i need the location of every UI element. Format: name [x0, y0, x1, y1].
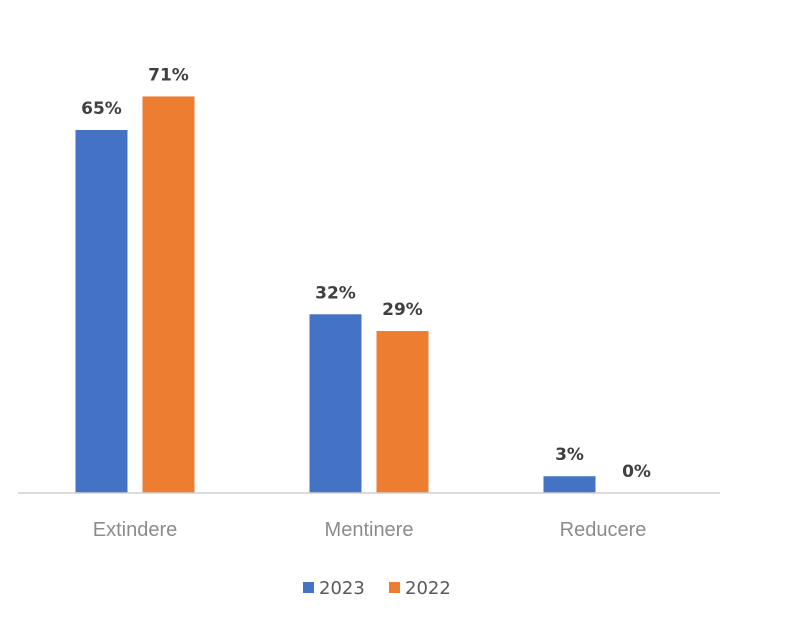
category-label: Reducere	[560, 519, 647, 541]
bar-mentinere-2023	[309, 314, 362, 493]
legend: 2023 2022	[303, 578, 451, 599]
bar-extindere-2022	[142, 96, 195, 493]
legend-label: 2022	[405, 578, 451, 599]
data-label: 71%	[148, 65, 189, 85]
legend-swatch-2022	[389, 582, 400, 593]
data-label: 3%	[555, 445, 584, 465]
data-label: 0%	[622, 462, 651, 482]
data-label: 29%	[382, 300, 423, 320]
category-label: Extindere	[93, 519, 178, 541]
data-label: 65%	[81, 99, 122, 119]
category-labels: Extindere Mentinere Reducere	[93, 519, 647, 541]
bar-mentinere-2022	[376, 331, 429, 493]
bars-group: 65% 71% 32% 29% 3% 0%	[75, 65, 651, 493]
legend-swatch-2023	[303, 582, 314, 593]
bar-extindere-2023	[75, 129, 128, 493]
legend-label: 2023	[319, 578, 365, 599]
category-label: Mentinere	[325, 519, 414, 541]
data-label: 32%	[315, 283, 356, 303]
bar-reducere-2023	[543, 476, 596, 493]
